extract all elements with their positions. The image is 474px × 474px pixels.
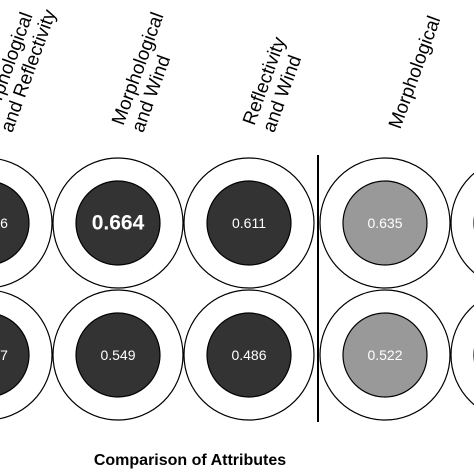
cell-marker: [0, 182, 30, 264]
cell-value-label: 0.522: [367, 347, 402, 363]
cell-value-label: 0.549: [100, 347, 135, 363]
cell-value-label: 0.664: [92, 212, 145, 235]
cell-value-label: 0.611: [232, 215, 266, 231]
cell-marker: [206, 180, 292, 266]
cell-marker: [342, 180, 428, 266]
cell-marker: [75, 312, 161, 398]
cell-marker: [0, 314, 30, 396]
cell-value-label: 6: [0, 215, 8, 231]
cell-value-label: 0.635: [367, 215, 402, 231]
column-label-4: Morphological: [385, 13, 445, 131]
cell-value-label: 0.486: [231, 347, 266, 363]
cell-marker: [342, 312, 428, 398]
cell-marker: [206, 312, 292, 398]
cell-value-label: 7: [0, 347, 8, 363]
cell-ring: [450, 304, 474, 406]
cell-marker: [75, 180, 161, 266]
column-label-line: Morphological: [385, 13, 445, 131]
cell-ring: [450, 172, 474, 274]
chart-title: Comparison of Attributes: [93, 452, 287, 469]
